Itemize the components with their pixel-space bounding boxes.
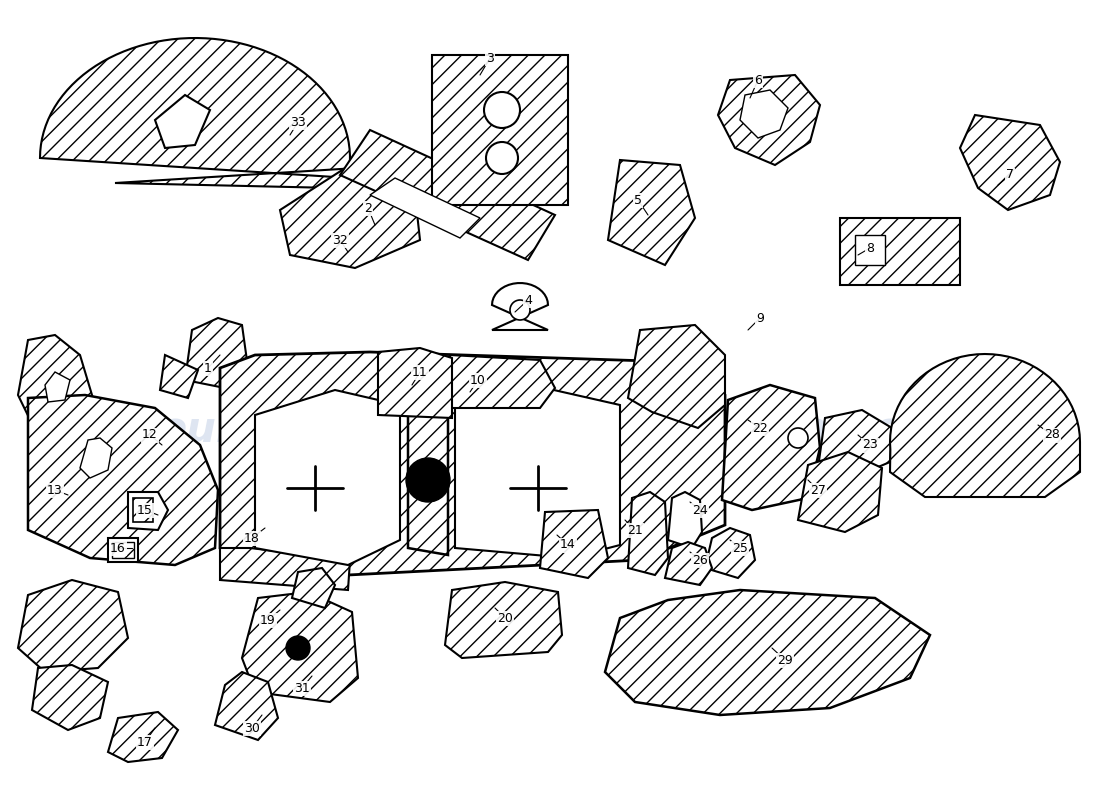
Polygon shape	[446, 582, 562, 658]
Polygon shape	[960, 115, 1060, 210]
Polygon shape	[370, 178, 480, 238]
Circle shape	[406, 458, 450, 502]
Text: 22: 22	[752, 422, 768, 434]
Text: 6: 6	[755, 74, 762, 86]
Text: 16: 16	[110, 542, 125, 554]
Text: 12: 12	[142, 429, 158, 442]
Polygon shape	[220, 548, 350, 590]
Text: 33: 33	[290, 115, 306, 129]
Polygon shape	[185, 318, 248, 388]
Text: 15: 15	[138, 503, 153, 517]
Polygon shape	[18, 335, 95, 445]
Polygon shape	[128, 492, 168, 530]
Polygon shape	[292, 568, 336, 608]
Polygon shape	[255, 390, 400, 565]
Polygon shape	[718, 75, 820, 165]
Text: 4: 4	[524, 294, 532, 306]
Text: 8: 8	[866, 242, 874, 254]
Polygon shape	[705, 528, 755, 578]
Text: 1: 1	[205, 362, 212, 374]
Polygon shape	[18, 580, 128, 672]
Text: 24: 24	[692, 503, 708, 517]
Circle shape	[510, 300, 530, 320]
Polygon shape	[280, 165, 420, 268]
Polygon shape	[340, 130, 556, 260]
Polygon shape	[80, 438, 112, 478]
Polygon shape	[492, 283, 548, 330]
Polygon shape	[432, 55, 568, 205]
Polygon shape	[45, 372, 70, 402]
Polygon shape	[608, 160, 695, 265]
Polygon shape	[214, 672, 278, 740]
Text: 32: 32	[332, 234, 348, 246]
Polygon shape	[666, 542, 712, 585]
Text: 7: 7	[1006, 169, 1014, 182]
Text: 20: 20	[497, 611, 513, 625]
Text: 23: 23	[862, 438, 878, 451]
Text: 13: 13	[47, 483, 63, 497]
Polygon shape	[28, 395, 218, 565]
Circle shape	[286, 636, 310, 660]
Polygon shape	[133, 498, 153, 522]
Text: 27: 27	[810, 483, 826, 497]
Text: 28: 28	[1044, 429, 1060, 442]
Polygon shape	[740, 90, 788, 138]
Text: 5: 5	[634, 194, 642, 206]
Text: 18: 18	[244, 531, 260, 545]
Circle shape	[486, 142, 518, 174]
Polygon shape	[540, 510, 608, 578]
Polygon shape	[160, 355, 198, 398]
Text: eurospares: eurospares	[158, 409, 421, 451]
Polygon shape	[40, 38, 350, 188]
Polygon shape	[855, 235, 886, 265]
Polygon shape	[32, 665, 108, 730]
Polygon shape	[890, 354, 1080, 497]
Polygon shape	[450, 355, 556, 408]
Text: 21: 21	[627, 523, 642, 537]
Text: 11: 11	[412, 366, 428, 378]
Circle shape	[484, 92, 520, 128]
Text: 25: 25	[733, 542, 748, 554]
Polygon shape	[378, 348, 452, 418]
Text: 10: 10	[470, 374, 486, 386]
Text: 31: 31	[294, 682, 310, 694]
Polygon shape	[668, 492, 702, 548]
Text: 9: 9	[756, 311, 763, 325]
Polygon shape	[628, 325, 725, 428]
Polygon shape	[840, 218, 960, 285]
Polygon shape	[628, 492, 668, 575]
Polygon shape	[242, 592, 358, 702]
Text: 29: 29	[777, 654, 793, 666]
Text: eurospares: eurospares	[638, 409, 902, 451]
Text: 3: 3	[486, 51, 494, 65]
Text: 26: 26	[692, 554, 708, 566]
Polygon shape	[605, 590, 930, 715]
Polygon shape	[108, 712, 178, 762]
Polygon shape	[798, 452, 882, 532]
Circle shape	[788, 428, 808, 448]
Text: 19: 19	[260, 614, 276, 626]
Polygon shape	[408, 360, 448, 555]
Text: 2: 2	[364, 202, 372, 214]
Text: 14: 14	[560, 538, 576, 551]
Text: 30: 30	[244, 722, 260, 734]
Polygon shape	[108, 538, 138, 562]
Polygon shape	[455, 388, 620, 558]
Polygon shape	[818, 410, 892, 478]
Polygon shape	[112, 542, 134, 558]
Polygon shape	[220, 352, 725, 575]
Polygon shape	[722, 385, 820, 510]
Text: 17: 17	[138, 735, 153, 749]
Polygon shape	[155, 95, 210, 148]
